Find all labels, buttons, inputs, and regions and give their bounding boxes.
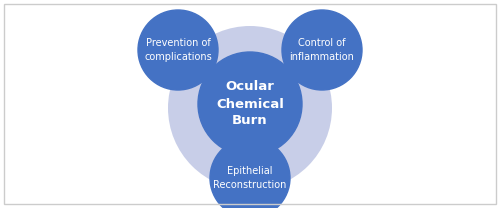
Circle shape <box>138 10 218 90</box>
Text: Epithelial
Reconstruction: Epithelial Reconstruction <box>214 166 286 190</box>
Circle shape <box>210 138 290 208</box>
Circle shape <box>168 26 332 190</box>
Circle shape <box>198 52 302 156</box>
Circle shape <box>282 10 362 90</box>
Text: Control of
inflammation: Control of inflammation <box>290 38 354 62</box>
Text: Ocular
Chemical
Burn: Ocular Chemical Burn <box>216 80 284 128</box>
Text: Prevention of
complications: Prevention of complications <box>144 38 212 62</box>
